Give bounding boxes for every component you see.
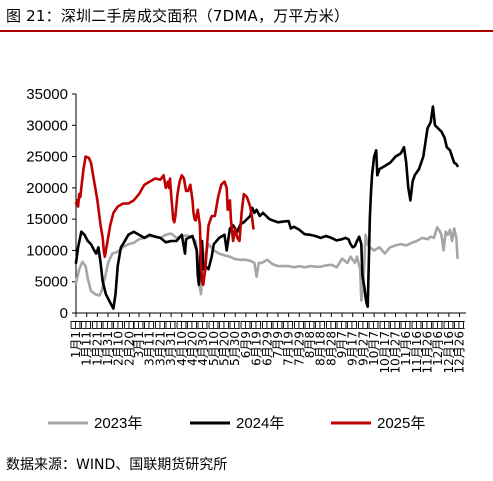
source-note: 数据来源：WIND、国联期货研究所: [6, 457, 228, 473]
x-tick-label: 7月9日: [271, 319, 285, 358]
line-chart: 0 5000 10000 15000 20000 25000 30000 35000 1月1日…: [26, 86, 467, 432]
x-tick-label: 7月19日: [282, 319, 296, 366]
x-tick-label: 11月26日: [421, 319, 435, 374]
x-tick-label: 9月27日: [356, 319, 370, 366]
legend: 2023年 2024年 2025年: [48, 415, 425, 432]
x-tick-label: 6月29日: [260, 319, 274, 366]
legend-label-3: 2025年: [377, 415, 425, 432]
series-line-1: [74, 226, 459, 302]
x-tick-label: 6月9日: [239, 319, 253, 358]
y-tick-label: 15000: [26, 211, 68, 228]
x-tick-label: 8月18日: [314, 319, 328, 366]
x-tick-label: 11月16日: [410, 319, 424, 374]
x-tick-label: 3月1日: [132, 319, 146, 358]
x-tick-label: 2月10日: [112, 319, 126, 366]
x-tick-label: 12月26日: [453, 319, 467, 374]
y-axis-ticks: 0 5000 10000 15000 20000 25000 30000 35000: [26, 86, 76, 322]
chart-title: 图 21：深圳二手房成交面积（7DMA，万平方米）: [6, 7, 350, 25]
x-tick-label: 1月11日: [80, 319, 94, 366]
y-tick-label: 30000: [26, 117, 68, 134]
x-tick-label: 8月8日: [303, 319, 317, 358]
y-tick-label: 0: [60, 305, 68, 322]
x-tick-label: 6月19日: [250, 319, 264, 366]
legend-label-1: 2023年: [94, 415, 142, 432]
x-tick-label: 1月21日: [90, 319, 104, 366]
x-tick-label: 12月16日: [442, 319, 456, 374]
x-tick-label: 8月28日: [324, 319, 338, 366]
x-tick-label: 3月31日: [164, 319, 178, 366]
series-line-2: [74, 105, 459, 310]
x-tick-label: 12月6日: [431, 319, 445, 366]
y-tick-label: 35000: [26, 86, 68, 103]
x-tick-label: 10月27日: [388, 319, 402, 374]
x-tick-label: 10月17日: [378, 319, 392, 374]
y-tick-label: 10000: [26, 242, 68, 259]
chart-axes: [75, 94, 466, 314]
series-line-3: [74, 155, 255, 287]
y-tick-label: 5000: [35, 274, 68, 291]
series-lines: [74, 105, 459, 310]
x-tick-label: 4月20日: [185, 319, 199, 366]
x-axis-ticks: 1月1日1月11日1月21日1月31日2月10日2月20日3月1日3月11日3月…: [69, 313, 467, 374]
x-tick-label: 3月21日: [153, 319, 167, 366]
x-tick-label: 10月7日: [367, 319, 381, 366]
y-tick-label: 25000: [26, 149, 68, 166]
x-tick-label: 3月11日: [143, 319, 157, 366]
y-tick-label: 20000: [26, 180, 68, 197]
x-tick-label: 5月30日: [228, 319, 242, 366]
legend-label-2: 2024年: [236, 415, 284, 432]
x-tick-label: 2月20日: [122, 319, 136, 366]
x-tick-label: 5月20日: [218, 319, 232, 366]
x-tick-label: 9月17日: [346, 319, 360, 366]
x-tick-label: 7月29日: [292, 319, 306, 366]
x-tick-label: 9月7日: [335, 319, 349, 358]
x-tick-label: 4月10日: [175, 319, 189, 366]
x-tick-label: 1月1日: [69, 319, 83, 358]
x-tick-label: 5月10日: [207, 319, 221, 366]
x-tick-label: 4月30日: [196, 319, 210, 366]
title-rule: [0, 30, 493, 32]
x-tick-label: 11月6日: [399, 319, 413, 366]
x-tick-label: 1月31日: [101, 319, 115, 366]
